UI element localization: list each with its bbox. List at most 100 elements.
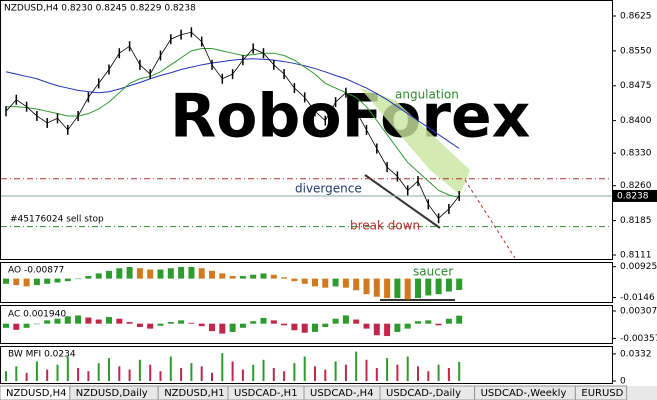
annotation: saucer [413, 265, 453, 279]
indicator-bar [373, 323, 380, 336]
indicator-bar [281, 323, 288, 326]
current-price-box [613, 189, 657, 202]
indicator-bar [198, 323, 205, 327]
ma_slow [5, 58, 460, 149]
price-label: 0.8111 [620, 251, 652, 261]
main-panel [0, 0, 613, 260]
indicator-bar [87, 371, 90, 381]
indicator-bar [239, 276, 246, 279]
indicator-bar [85, 276, 92, 279]
indicator-bar [386, 358, 389, 381]
indicator-bar [116, 318, 123, 324]
indicator-bar [363, 278, 370, 295]
indicator-bar [149, 364, 152, 381]
tab[interactable]: USDCAD-,Weekly [474, 385, 576, 400]
tab[interactable]: NZDUSD,H1 [157, 385, 229, 400]
indicator-bar [301, 278, 308, 284]
indicator-bar [312, 278, 318, 287]
tab-label[interactable]: NZDUSD,H1 [164, 388, 224, 399]
indicator-bar [445, 318, 452, 324]
tab-label[interactable]: USDCAD-,Daily [386, 388, 461, 399]
indicator-bar [229, 323, 236, 332]
indicator-bar [56, 364, 59, 381]
indicator-bar [108, 358, 110, 381]
indicator-bar [437, 364, 440, 381]
indicator-bar [126, 322, 133, 324]
indicator-bar [396, 364, 399, 381]
indicator-bar [198, 268, 205, 279]
tab-label[interactable]: USDCAD-,Weekly [481, 388, 567, 399]
indicator-bar [458, 361, 461, 381]
indicator-bar [97, 363, 100, 381]
indicator-bar [334, 361, 337, 381]
indicator-bar [116, 268, 123, 279]
annotation: angulation [395, 88, 459, 102]
indicator-bar [353, 319, 360, 324]
indicator-bar [283, 371, 286, 381]
tab-label[interactable]: NZDUSD,Daily [76, 388, 148, 399]
tab[interactable]: NZDUSD,H4 [0, 385, 71, 400]
indicator-bar [138, 359, 141, 381]
price-label: 0.8475 [620, 81, 652, 91]
indicator-bar [435, 278, 442, 295]
price-label: 0.8330 [620, 149, 652, 159]
tab-label[interactable]: EURUSD [581, 388, 623, 399]
indicator-bar [178, 266, 185, 279]
indicator-bar [46, 369, 49, 381]
indicator-bar [33, 278, 40, 286]
axis-label: -0.0146 [620, 293, 655, 303]
tab[interactable]: USDCAD-,H1 [227, 385, 305, 400]
indicator-bar [272, 367, 275, 381]
ma_fast [6, 48, 460, 198]
indicator-bar [394, 278, 401, 299]
indicator-bar [314, 366, 316, 381]
indicator-bar [373, 278, 380, 297]
indicator-bar [303, 356, 306, 381]
indicator-bar [64, 278, 71, 282]
tab-bg[interactable] [574, 385, 628, 400]
tab[interactable]: USDCAD-,Daily [379, 385, 476, 400]
indicator-bar [353, 278, 360, 291]
indicator-bar [35, 361, 38, 381]
indicator-bar [5, 371, 7, 381]
tab[interactable]: EURUSD [574, 385, 628, 400]
indicator-bar [427, 371, 430, 381]
indicator-bar [190, 363, 193, 381]
indicator-bar [262, 359, 265, 381]
tab-label[interactable]: NZDUSD,H4 [6, 388, 66, 399]
indicator-bar [95, 273, 102, 279]
tab[interactable]: USDCAD-,H4 [303, 385, 381, 400]
indicator-bar [241, 369, 244, 381]
indicator-bar [229, 276, 236, 279]
indicator-bar [147, 269, 154, 279]
price-label: 0.8400 [620, 116, 652, 126]
indicator-bar [178, 320, 185, 324]
indicator-bar [332, 318, 339, 324]
indicator-bar [456, 278, 463, 290]
tab-label[interactable]: USDCAD-,H1 [234, 388, 298, 399]
chart-header: NZDUSD,H4 0.8230 0.8245 0.8229 0.8238 [4, 4, 196, 14]
indicator-bar [293, 363, 296, 381]
indicator-bar [375, 367, 378, 381]
close [5, 31, 460, 219]
indicator-bar [404, 278, 411, 300]
indicator-bar [44, 320, 51, 324]
indicator-bar [270, 320, 277, 324]
indicator-bar [85, 317, 92, 324]
axis-label: 0 [620, 377, 626, 387]
indicator-bar [106, 270, 112, 279]
indicator-bar [25, 372, 28, 381]
indicator-bar [3, 323, 9, 328]
indicator-bar [95, 319, 102, 324]
indicator-bar [169, 356, 172, 381]
indicator-bar [415, 278, 421, 299]
axis-label: 0.00925 [620, 262, 657, 272]
indicator-bar [445, 278, 452, 292]
tab-label[interactable]: USDCAD-,H4 [310, 388, 374, 399]
tab[interactable]: NZDUSD,Daily [69, 385, 159, 400]
indicator-bar [301, 323, 308, 333]
indicator-bar [270, 274, 277, 279]
indicator-bar [23, 323, 30, 328]
annotation: divergence [295, 182, 362, 196]
